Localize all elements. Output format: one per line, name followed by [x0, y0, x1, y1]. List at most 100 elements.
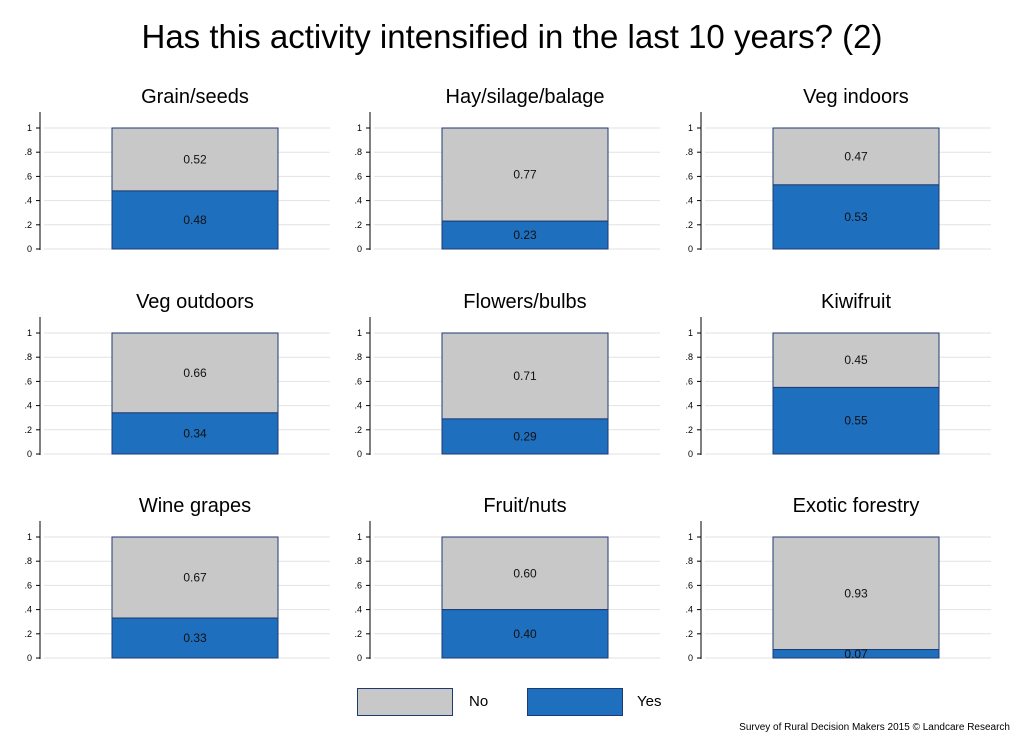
bar-segment-no: [441, 536, 609, 611]
bar-segment-yes: [441, 609, 609, 659]
y-tick-label: .8: [354, 352, 362, 362]
y-tick-label: .4: [354, 196, 362, 206]
panel-title-fruit-nuts: Fruit/nuts: [483, 495, 566, 517]
bar-segment-no: [772, 536, 940, 651]
bar-segment-yes: [441, 220, 609, 250]
data-label-no: 0.66: [183, 366, 207, 380]
data-label-yes: 0.23: [513, 228, 537, 242]
y-tick-label: .6: [685, 580, 693, 590]
panel-fruit-nuts: Fruit/nuts 0 .2 .4 .6 .8 1 0.60 0.40: [354, 495, 660, 663]
legend-label-yes: Yes: [637, 693, 662, 710]
panel-exotic-forestry: Exotic forestry 0 .2 .4 .6 .8 1 0.93 0.07: [685, 495, 991, 663]
y-tick-label: .4: [685, 196, 693, 206]
bar-segment-no: [441, 332, 609, 420]
panel-title-wine-grapes: Wine grapes: [139, 495, 251, 517]
y-tick-label: .4: [24, 401, 32, 411]
y-tick-label: 0: [688, 449, 693, 459]
y-tick-label: .2: [24, 629, 32, 639]
y-tick-label: .4: [354, 401, 362, 411]
bar-segment-yes: [772, 649, 940, 659]
y-tick-label: 0: [357, 449, 362, 459]
data-label-yes: 0.33: [183, 631, 207, 645]
y-tick-label: .2: [24, 425, 32, 435]
y-tick-label: .8: [685, 147, 693, 157]
y-tick-label: 0: [688, 653, 693, 663]
data-label-yes: 0.55: [844, 414, 868, 428]
y-tick-label: .8: [354, 556, 362, 566]
y-tick-label: 0: [27, 244, 32, 254]
y-tick-label: 0: [357, 244, 362, 254]
y-tick-label: .4: [24, 196, 32, 206]
y-tick-label: .2: [685, 425, 693, 435]
y-tick-label: 1: [688, 532, 693, 542]
footer-credit: Survey of Rural Decision Makers 2015 © L…: [739, 722, 1010, 733]
panel-kiwifruit: Kiwifruit 0 .2 .4 .6 .8 1 0.45 0.55: [685, 291, 991, 459]
y-tick-label: .6: [24, 171, 32, 181]
data-label-no: 0.77: [513, 168, 537, 182]
y-tick-label: .4: [685, 401, 693, 411]
y-tick-label: 1: [27, 328, 32, 338]
data-label-no: 0.67: [183, 571, 207, 585]
panel-flowers-bulbs: Flowers/bulbs 0 .2 .4 .6 .8 1 0.71 0.29: [354, 291, 660, 459]
bar-segment-yes: [111, 190, 279, 250]
y-tick-label: .6: [24, 376, 32, 386]
y-tick-label: 1: [688, 123, 693, 133]
y-tick-label: .6: [354, 376, 362, 386]
y-tick-label: .8: [24, 556, 32, 566]
y-tick-label: 1: [27, 123, 32, 133]
bar-segment-yes: [772, 386, 940, 455]
panel-wine-grapes: Wine grapes 0 .2 .4 .6 .8 1 0.67 0.33: [24, 495, 330, 663]
data-label-yes: 0.48: [183, 213, 207, 227]
y-tick-label: 0: [688, 244, 693, 254]
y-tick-label: .2: [354, 220, 362, 230]
panel-veg-indoors: Veg indoors 0 .2 .4 .6 .8 1 0.47 0.53: [685, 86, 991, 254]
panel-title-veg-outdoors: Veg outdoors: [136, 291, 254, 313]
data-label-yes: 0.34: [183, 426, 207, 440]
bar-segment-no: [441, 127, 609, 222]
y-tick-label: .6: [354, 171, 362, 181]
y-tick-label: .4: [685, 605, 693, 615]
bar-segment-no: [111, 127, 279, 192]
y-tick-label: .2: [685, 629, 693, 639]
y-tick-label: 1: [357, 532, 362, 542]
panel-title-kiwifruit: Kiwifruit: [821, 291, 891, 313]
y-tick-label: .8: [354, 147, 362, 157]
bar-segment-yes: [441, 418, 609, 455]
y-tick-label: .8: [24, 352, 32, 362]
y-tick-label: 0: [27, 449, 32, 459]
data-label-yes: 0.07: [844, 647, 868, 661]
y-tick-label: 0: [357, 653, 362, 663]
chart-main-title: Has this activity intensified in the las…: [141, 18, 883, 55]
bar-segment-no: [111, 332, 279, 414]
panel-title-exotic-forestry: Exotic forestry: [793, 495, 920, 517]
bar-segment-yes: [111, 617, 279, 659]
y-tick-label: .4: [354, 605, 362, 615]
panel-grain-seeds: Grain/seeds 0 .2 .4 .6 .8 1 0.52 0.48: [24, 86, 330, 254]
y-tick-label: 1: [357, 328, 362, 338]
y-tick-label: .2: [354, 425, 362, 435]
y-tick-label: 1: [357, 123, 362, 133]
data-label-yes: 0.53: [844, 210, 868, 224]
panel-title-flowers-bulbs: Flowers/bulbs: [463, 291, 586, 313]
y-tick-label: 0: [27, 653, 32, 663]
y-tick-label: .6: [24, 580, 32, 590]
data-label-no: 0.60: [513, 566, 537, 580]
legend-label-no: No: [469, 693, 489, 710]
bar-segment-yes: [111, 412, 279, 455]
y-tick-label: .6: [685, 171, 693, 181]
y-tick-label: 1: [27, 532, 32, 542]
y-tick-label: .8: [685, 556, 693, 566]
data-label-yes: 0.29: [513, 429, 537, 443]
data-label-no: 0.45: [844, 353, 868, 367]
bar-segment-no: [772, 127, 940, 186]
y-tick-label: .2: [24, 220, 32, 230]
y-tick-label: .6: [685, 376, 693, 386]
y-tick-label: .6: [354, 580, 362, 590]
y-tick-label: .2: [354, 629, 362, 639]
panel-title-grain-seeds: Grain/seeds: [141, 86, 249, 108]
bar-segment-no: [111, 536, 279, 619]
data-label-no: 0.52: [183, 152, 207, 166]
data-label-no: 0.71: [513, 369, 537, 383]
legend-swatch-no: [357, 688, 453, 716]
